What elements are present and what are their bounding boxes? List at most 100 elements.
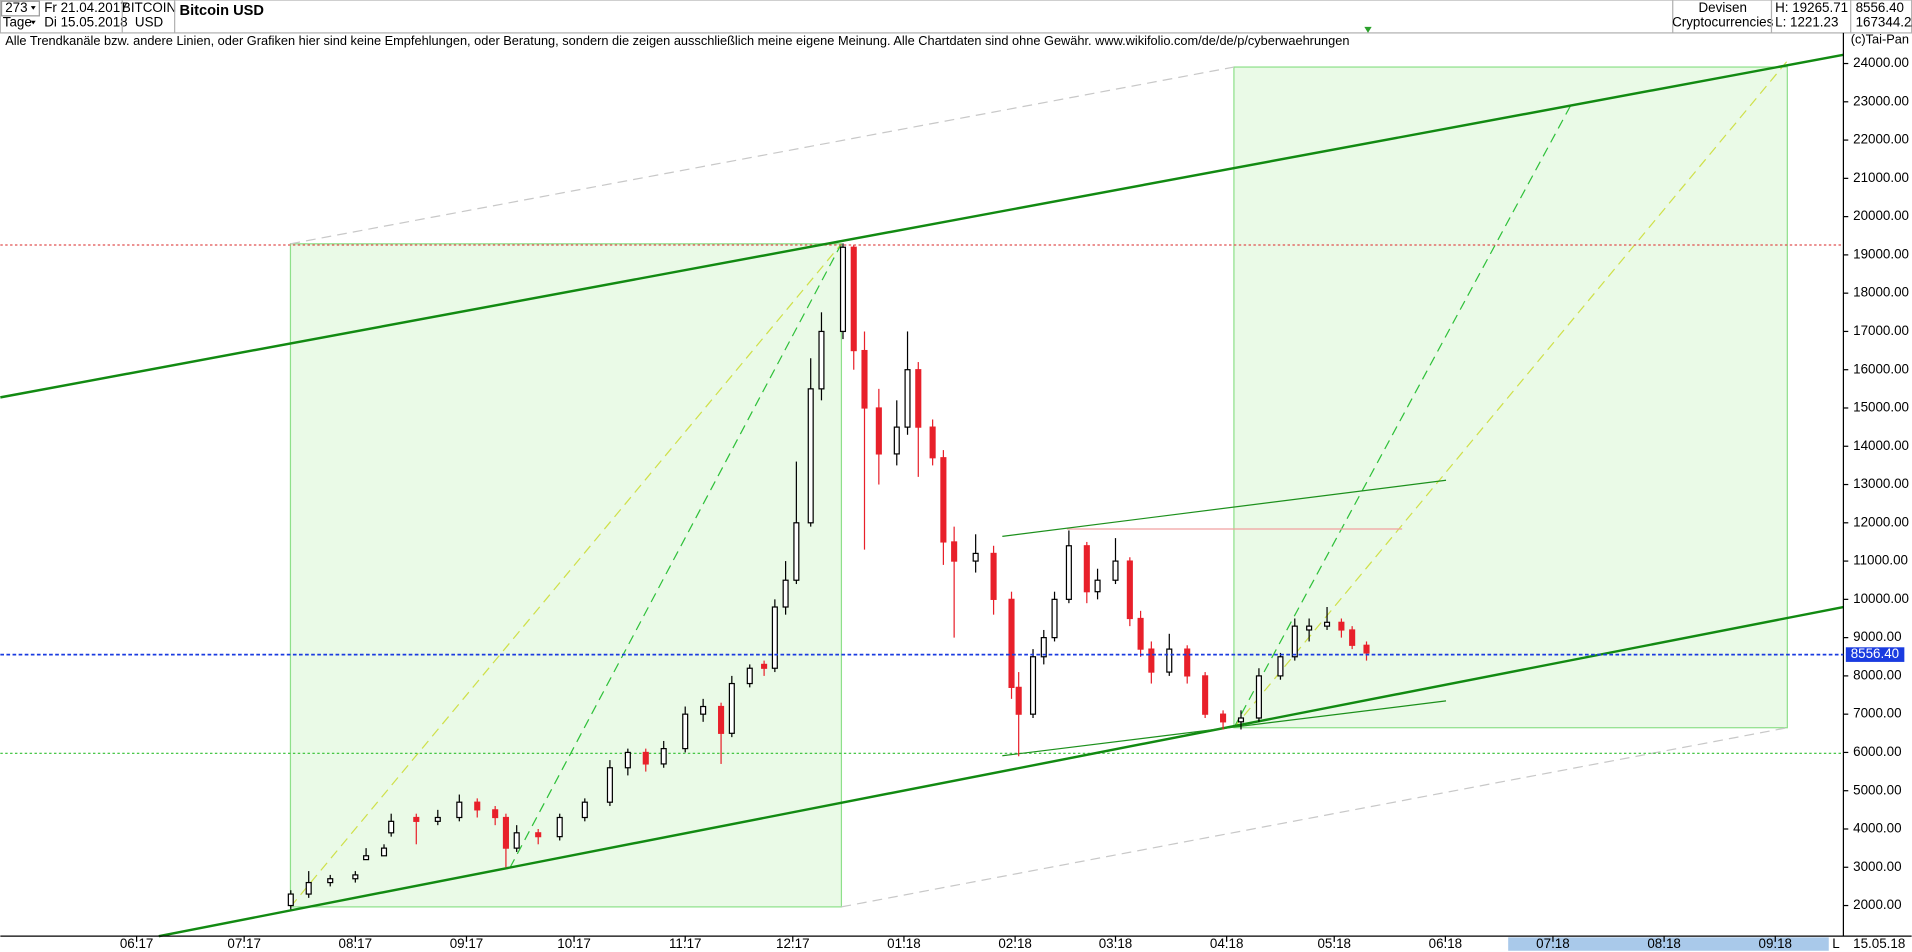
candle-body <box>915 369 922 428</box>
box <box>1233 66 1788 729</box>
disclaimer: Alle Trendkanäle bzw. andere Linien, ode… <box>5 33 1349 48</box>
candle-body <box>1277 656 1284 677</box>
candle-body <box>746 667 753 685</box>
candle-body <box>728 682 735 734</box>
candle-body <box>434 816 441 822</box>
candle-body <box>940 457 947 543</box>
header-bar <box>0 0 1912 34</box>
y-tick-label: 15000.00 <box>1853 400 1909 415</box>
candle-body <box>972 552 979 562</box>
candle-body <box>1148 648 1155 673</box>
x-tick-label: 08:17 <box>339 936 373 951</box>
bars-box[interactable] <box>0 0 40 17</box>
x-tick-label: 11:17 <box>669 936 702 951</box>
candle-body <box>327 878 334 884</box>
candle-body <box>793 522 800 581</box>
dashed-line <box>509 243 842 869</box>
x-tick-label: 06:17 <box>120 936 154 951</box>
y-tick-label: 9000.00 <box>1853 629 1901 644</box>
candle-body <box>352 874 359 880</box>
dropdown-arrow <box>30 20 36 25</box>
last-info: 8556.40 <box>1856 0 1904 15</box>
dashed-line <box>289 243 842 908</box>
candle-body <box>456 801 463 819</box>
dashed-line <box>290 66 1235 245</box>
candle-body <box>771 606 778 669</box>
candle-body <box>682 713 689 750</box>
candle-body <box>1015 686 1022 715</box>
subgroup: Cryptocurrencies <box>1672 15 1774 30</box>
candle-body <box>718 705 725 734</box>
candle-body <box>380 847 388 857</box>
candle-body <box>782 579 789 608</box>
copyright: (c)Tai-Pan <box>1851 32 1909 47</box>
y-tick-label: 20000.00 <box>1853 208 1909 223</box>
candle-body <box>839 246 847 333</box>
y-tick-label: 7000.00 <box>1853 706 1901 721</box>
candle-body <box>1137 617 1144 650</box>
range-highlight[interactable] <box>1508 937 1829 951</box>
y-tick-label: 8000.00 <box>1853 667 1901 682</box>
x-tick-label: 09:18 <box>1759 936 1793 951</box>
y-tick-label: 24000.00 <box>1853 55 1909 70</box>
candle-body <box>1094 579 1101 593</box>
drawings <box>0 53 1844 938</box>
candle-body <box>990 552 997 600</box>
candle-body <box>606 767 613 803</box>
candle-body <box>1126 560 1133 620</box>
x-tick-label: 01:18 <box>887 936 921 951</box>
candle-body <box>474 801 481 811</box>
candle-body <box>287 893 294 907</box>
y-tick-label: 18000.00 <box>1853 285 1909 300</box>
x-tick-label: 06:18 <box>1429 936 1463 951</box>
dashed-line <box>1233 105 1571 729</box>
y-tick-label: 12000.00 <box>1853 514 1909 529</box>
candle-body <box>535 832 542 838</box>
last-price-box <box>1845 647 1905 662</box>
y-tick-label: 16000.00 <box>1853 361 1909 376</box>
candle-body <box>875 407 882 455</box>
candle-body <box>1306 625 1313 631</box>
candle-body <box>1324 621 1331 627</box>
candle-body <box>1065 545 1072 600</box>
x-tick-label: 07:18 <box>1536 936 1570 951</box>
candle-body <box>761 663 768 669</box>
y-tick-label: 5000.00 <box>1853 782 1901 797</box>
y-tick-label: 21000.00 <box>1853 170 1909 185</box>
y-tick-label: 4000.00 <box>1853 821 1901 836</box>
bars: 273 <box>5 0 27 15</box>
candle-body <box>1255 675 1262 719</box>
currency: USD <box>135 15 164 30</box>
scale-mode[interactable]: L <box>1832 936 1839 951</box>
dropdown-arrow <box>30 6 36 10</box>
chart-title: Bitcoin USD <box>180 3 264 19</box>
x-tick-label: 10:17 <box>557 936 591 951</box>
y-tick-label: 6000.00 <box>1853 744 1901 759</box>
candle-body <box>1338 621 1345 631</box>
candle-body <box>1349 629 1356 646</box>
x-tick-label: 04:18 <box>1210 936 1244 951</box>
dashed-line <box>841 727 1788 908</box>
candle-body <box>1083 545 1090 593</box>
plot: 2000.00 3000.00 4000.00 5000.00 6000.00 7000.… <box>0 55 1909 951</box>
candle-body <box>1237 717 1245 723</box>
candle-body <box>700 705 707 715</box>
y-tick-label: 23000.00 <box>1853 93 1909 108</box>
candle-body <box>660 748 667 765</box>
y-tick-label: 2000.00 <box>1853 897 1901 912</box>
candle-body <box>850 246 857 352</box>
candle-body <box>1029 656 1037 715</box>
dashed-line <box>1233 60 1788 729</box>
candle-body <box>1040 637 1047 658</box>
y-tick-label: 17000.00 <box>1853 323 1909 338</box>
candle-body <box>818 330 825 390</box>
period[interactable]: Tage <box>3 15 32 30</box>
candle-body <box>807 388 814 524</box>
y-tick-label: 19000.00 <box>1853 246 1909 261</box>
candle-body <box>492 809 499 819</box>
candle-body <box>1363 644 1370 654</box>
to-date: Di 15.05.2018 <box>44 15 127 30</box>
candle-body <box>1112 560 1119 581</box>
low-info: L: 1221.23 <box>1775 15 1838 30</box>
